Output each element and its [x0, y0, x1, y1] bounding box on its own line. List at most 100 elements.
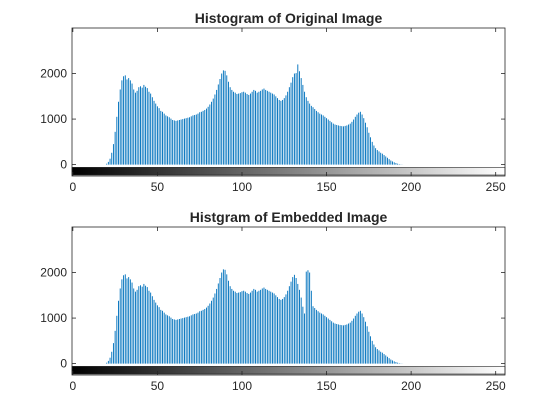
- histogram-bar: [273, 293, 275, 364]
- x-tick-label: 150: [317, 180, 337, 194]
- histogram-bar: [278, 99, 280, 165]
- histogram-bar: [165, 314, 167, 364]
- histogram-bar: [226, 274, 228, 364]
- histogram-bar: [300, 297, 302, 364]
- histogram-bar: [351, 121, 353, 165]
- histogram-bar: [211, 101, 213, 165]
- histogram-bar: [375, 148, 377, 165]
- histogram-bar: [283, 297, 285, 364]
- histogram-bar: [212, 297, 214, 364]
- histogram-bar: [282, 298, 284, 364]
- histogram-bar: [317, 311, 319, 364]
- histogram-bar: [158, 307, 160, 364]
- histogram-bar: [258, 91, 260, 165]
- histogram-bar: [288, 286, 290, 364]
- histogram-bar: [121, 279, 123, 364]
- histogram-bar: [344, 324, 346, 364]
- histogram-bar: [172, 318, 174, 364]
- histogram-bar: [199, 112, 201, 165]
- histogram-bar: [241, 92, 243, 165]
- histogram-bar: [162, 310, 163, 364]
- histogram-bar: [239, 93, 241, 165]
- histogram-bar: [314, 308, 316, 364]
- histogram-bar: [106, 362, 108, 364]
- histogram-bar: [346, 125, 348, 165]
- x-tick-label: 50: [151, 180, 165, 194]
- histogram-embedded-panel: Histgram of Embedded Image 0 50 100 150 200 2…: [40, 209, 506, 393]
- histogram-bar: [141, 286, 143, 364]
- histogram-bar: [124, 274, 126, 364]
- histogram-bar: [336, 125, 338, 165]
- histogram-bar: [221, 73, 223, 165]
- histogram-bar: [202, 309, 204, 364]
- histogram-bar: [206, 108, 207, 165]
- histogram-bar: [214, 94, 216, 165]
- histogram-bar: [190, 315, 192, 364]
- histogram-bar: [249, 93, 251, 165]
- histogram-bar: [209, 104, 211, 165]
- histogram-bar: [314, 109, 316, 165]
- histogram-bar: [343, 325, 344, 364]
- histogram-bar: [260, 289, 262, 364]
- histogram-bar: [397, 163, 399, 165]
- histogram-bar: [243, 290, 245, 364]
- histogram-bar: [246, 94, 248, 165]
- histogram-bar: [112, 144, 114, 165]
- histogram-bar: [251, 91, 253, 165]
- histogram-bar: [173, 319, 175, 364]
- histogram-bar: [168, 117, 170, 165]
- histogram-bar: [151, 97, 153, 165]
- histogram-bar: [329, 319, 331, 364]
- histogram-bar: [288, 87, 290, 165]
- histogram-bar: [134, 291, 136, 364]
- histogram-bar: [366, 127, 368, 165]
- histogram-bar: [341, 325, 343, 364]
- histogram-bar: [266, 90, 268, 165]
- histogram-bar: [192, 314, 194, 364]
- histogram-bar: [224, 269, 226, 364]
- histogram-bar: [214, 293, 216, 364]
- histogram-bar: [178, 318, 180, 364]
- y-tick-label: 2000: [40, 67, 67, 81]
- histogram-bar: [392, 161, 393, 165]
- histogram-bar: [324, 315, 326, 364]
- histogram-bar: [356, 114, 358, 165]
- histogram-bar: [380, 152, 382, 165]
- histogram-bar: [305, 271, 307, 364]
- histogram-bar: [184, 118, 185, 165]
- histogram-bar: [190, 116, 192, 165]
- histogram-bar: [395, 163, 397, 165]
- histogram-bar: [392, 360, 393, 364]
- histogram-bar: [227, 81, 229, 165]
- histogram-bar: [118, 101, 119, 165]
- histogram-bar: [295, 278, 297, 364]
- histogram-bar: [219, 79, 221, 165]
- x-tick-label: 100: [232, 379, 252, 393]
- histogram-bar: [126, 79, 128, 165]
- histogram-bar: [310, 290, 312, 364]
- histogram-bar: [189, 316, 191, 364]
- histogram-bar: [187, 316, 189, 364]
- histogram-bar: [309, 103, 311, 165]
- x-tick-label: 0: [70, 180, 77, 194]
- histogram-bar: [241, 291, 243, 364]
- histogram-bar: [368, 331, 370, 364]
- histogram-bar: [248, 293, 250, 364]
- histogram-bar: [111, 351, 113, 364]
- histogram-bar: [353, 119, 355, 165]
- histogram-bar: [231, 89, 233, 165]
- histogram-bar: [165, 115, 167, 165]
- histogram-bar: [337, 125, 339, 165]
- histogram-bar: [255, 289, 256, 364]
- histogram-bar: [275, 295, 277, 364]
- histogram-bar: [234, 92, 236, 165]
- histogram-bar: [185, 317, 187, 364]
- chart-title: Histgram of Embedded Image: [190, 209, 388, 225]
- histogram-bar: [356, 313, 358, 364]
- histogram-bar: [277, 297, 278, 364]
- histogram-bar: [275, 96, 277, 165]
- histogram-bar: [361, 114, 363, 165]
- histogram-bar: [334, 124, 336, 165]
- histogram-bar: [233, 91, 234, 165]
- histogram-bar: [195, 114, 197, 165]
